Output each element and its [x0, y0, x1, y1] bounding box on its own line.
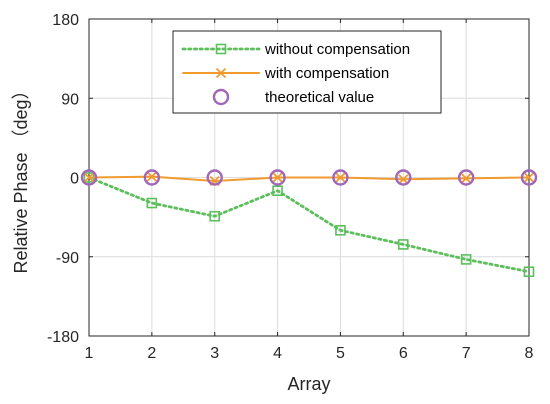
- circle-marker: [206, 169, 223, 186]
- square-marker: [272, 185, 283, 197]
- series-layer: [80, 169, 538, 278]
- x-marker-stroke: [335, 172, 346, 183]
- legend-label: without compensation: [264, 41, 410, 58]
- x-tick-label: 5: [336, 345, 345, 362]
- legend-entry: without compensation: [181, 41, 410, 58]
- x-marker-stroke: [272, 172, 283, 183]
- series-line: [88, 175, 530, 183]
- x-tick-label: 7: [462, 345, 471, 362]
- circle-marker: [520, 169, 538, 186]
- circle-marker: [269, 169, 286, 186]
- circle-marker: [457, 169, 475, 186]
- series-without-compensation: [83, 172, 535, 278]
- x-marker: [83, 172, 95, 183]
- x-marker-stroke: [523, 172, 535, 183]
- circle-marker: [80, 169, 98, 186]
- legend-entry: theoretical value: [212, 88, 374, 106]
- y-tick-label: -180: [47, 329, 79, 346]
- y-tick-label: -90: [56, 250, 79, 267]
- square-marker: [146, 197, 158, 209]
- circle-marker: [143, 169, 161, 186]
- square-marker: [335, 225, 346, 236]
- x-marker: [335, 172, 346, 183]
- x-marker: [146, 171, 157, 182]
- x-axis-label: Array: [287, 374, 330, 394]
- legend: without compensation with compensation the…: [172, 30, 442, 114]
- series-theoretical-value: [80, 169, 538, 186]
- x-tick-label: 1: [85, 345, 94, 362]
- x-marker: [398, 174, 409, 185]
- square-marker: [460, 254, 472, 265]
- square-marker: [215, 43, 227, 55]
- circle-marker: [212, 88, 230, 106]
- x-marker-stroke: [83, 172, 95, 183]
- circle-marker: [395, 169, 412, 186]
- y-axis-label: Relative Phase （deg）: [11, 81, 31, 273]
- x-tick-label: 3: [210, 345, 219, 362]
- x-tick-label: 6: [399, 345, 408, 362]
- x-marker: [272, 172, 283, 183]
- tick-labels: 1 2 3 4 5 6 7 8 -180 -90 0 90 180: [47, 12, 534, 362]
- legend-label: theoretical value: [265, 89, 374, 106]
- x-marker-stroke: [146, 171, 157, 182]
- x-marker-stroke: [215, 67, 227, 79]
- x-tick-label: 4: [273, 345, 282, 362]
- y-tick-label: 180: [52, 12, 79, 29]
- x-marker-stroke: [461, 173, 472, 184]
- x-marker-stroke: [398, 174, 409, 185]
- x-marker: [215, 67, 227, 79]
- square-marker: [209, 210, 221, 222]
- series-with-compensation: [83, 171, 535, 187]
- x-marker: [461, 173, 472, 184]
- x-tick-label: 8: [525, 345, 534, 362]
- x-tick-label: 2: [147, 345, 156, 362]
- x-marker: [523, 172, 535, 183]
- legend-entry: with compensation: [182, 65, 389, 82]
- square-marker: [397, 239, 409, 250]
- series-line: [87, 176, 531, 274]
- square-marker: [523, 266, 535, 278]
- y-tick-label: 0: [70, 171, 79, 188]
- y-tick-label: 90: [61, 91, 79, 108]
- circle-marker: [332, 169, 349, 186]
- legend-label: with compensation: [264, 65, 389, 82]
